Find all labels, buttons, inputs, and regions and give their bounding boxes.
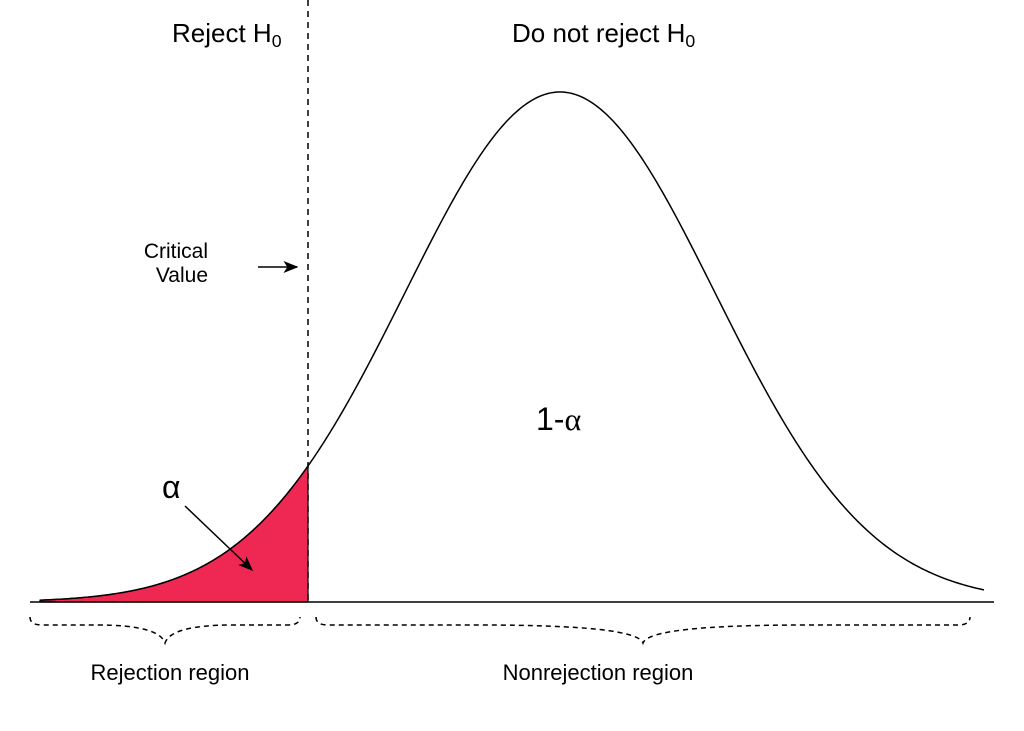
normal-curve bbox=[40, 92, 984, 600]
one-minus-alpha-label: 1-α bbox=[536, 401, 581, 437]
curve-layer bbox=[40, 92, 984, 600]
do-not-reject-h0-label: Do not reject H0 bbox=[512, 18, 695, 51]
rejection-region-label: Rejection region bbox=[91, 660, 250, 685]
brace-layer bbox=[30, 617, 970, 643]
rejection-brace bbox=[30, 617, 300, 643]
diagram-svg: Reject H0 Do not reject H0 CriticalValue α 1… bbox=[0, 0, 1024, 731]
reject-h0-label: Reject H0 bbox=[172, 18, 282, 51]
critical-value-label-line2: Value bbox=[156, 264, 208, 287]
nonrejection-region-label: Nonrejection region bbox=[503, 660, 694, 685]
hypothesis-test-diagram: Reject H0 Do not reject H0 CriticalValue α 1… bbox=[0, 0, 1024, 731]
alpha-label: α bbox=[162, 469, 181, 505]
critical-value-label-line1: Critical bbox=[144, 240, 208, 263]
nonrejection-brace bbox=[316, 617, 970, 643]
